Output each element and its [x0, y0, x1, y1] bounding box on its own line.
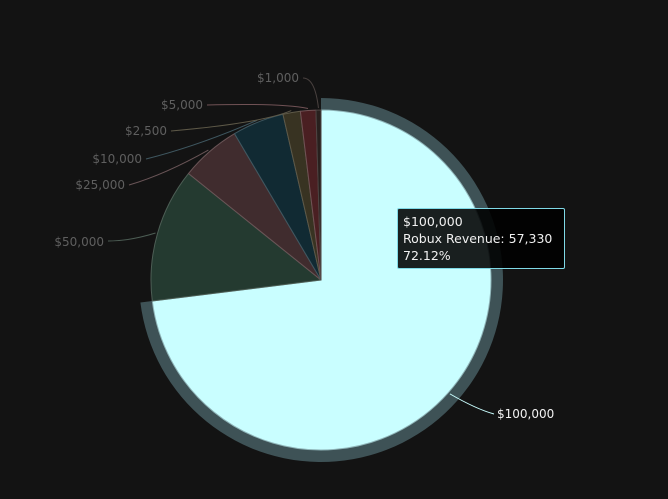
tooltip-series-value: Robux Revenue: 57,330 — [403, 231, 553, 246]
pie-slice[interactable] — [151, 109, 492, 451]
slice-connector — [170, 110, 292, 132]
tooltip-percent: 72.12% — [403, 248, 451, 263]
slice-connector — [302, 77, 319, 109]
slice-label: $25,000 — [75, 178, 125, 192]
pie-slice[interactable] — [150, 173, 322, 302]
slice-connector — [128, 149, 209, 186]
pie-slice[interactable] — [315, 109, 322, 281]
slice-label: $50,000 — [54, 235, 104, 249]
slice-connector — [145, 119, 258, 160]
slice-label: $2,500 — [125, 124, 167, 138]
chart-tooltip: $100,000 Robux Revenue: 57,330 72.12% — [397, 208, 565, 269]
tooltip-title: $100,000 — [403, 214, 463, 229]
slice-label: $1,000 — [257, 71, 299, 85]
slice-connector — [107, 232, 156, 242]
slice-label: $10,000 — [92, 152, 142, 166]
slice-label: $100,000 — [497, 407, 554, 421]
slice-connector — [449, 393, 495, 415]
slice-label: $5,000 — [161, 98, 203, 112]
slice-connector — [206, 103, 309, 109]
